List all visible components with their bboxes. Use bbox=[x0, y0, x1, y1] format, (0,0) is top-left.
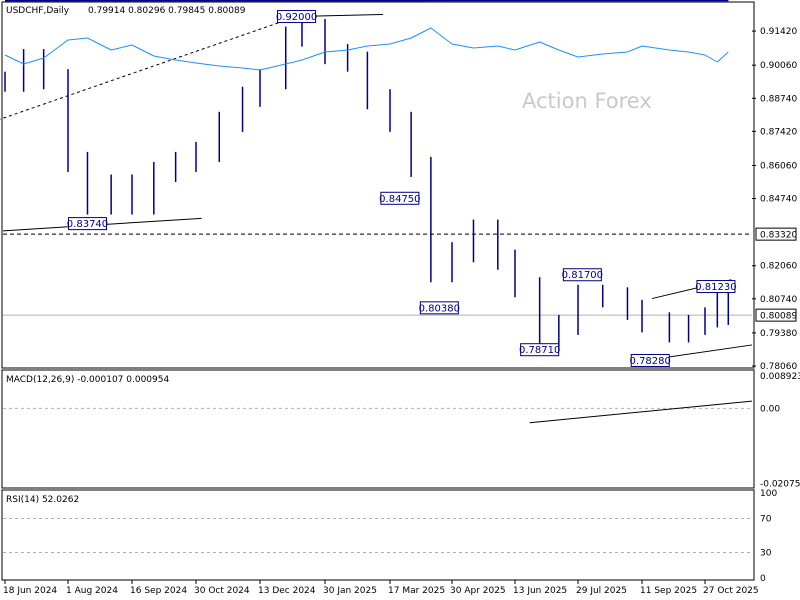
dotted-trendline bbox=[0, 16, 297, 120]
x-axis-label: 30 Jan 2025 bbox=[323, 586, 377, 596]
annotation-label: 0.78280 bbox=[630, 356, 671, 367]
price-axis-label: 0.86060 bbox=[760, 161, 797, 171]
annotation-box bbox=[419, 301, 459, 315]
x-axis-label: 11 Sep 2025 bbox=[640, 586, 697, 596]
annotation-box bbox=[696, 280, 736, 294]
annotation-label: 0.81700 bbox=[562, 270, 603, 281]
annotation-box bbox=[67, 217, 107, 231]
rsi-line bbox=[4, 27, 729, 71]
rsi-panel-title: RSI(14) 52.0262 bbox=[6, 495, 79, 505]
annotation-label: 0.81230 bbox=[695, 282, 736, 293]
rsi-axis-label: 0 bbox=[760, 574, 766, 584]
x-axis-label: 13 Dec 2024 bbox=[258, 586, 316, 596]
price-axis-label: 0.78060 bbox=[760, 362, 797, 372]
reference-level-tag: 0.83320 bbox=[760, 231, 797, 241]
annotation-box bbox=[277, 10, 317, 24]
price-ohlc-readout: 0.79914 0.80296 0.79845 0.80089 bbox=[88, 6, 246, 16]
x-axis-label: 27 Oct 2025 bbox=[703, 586, 759, 596]
price-axis-label: 0.91420 bbox=[760, 27, 797, 37]
price-axis-label: 0.84740 bbox=[760, 195, 797, 205]
x-axis-label: 1 Aug 2024 bbox=[66, 586, 118, 596]
macd-trendline bbox=[529, 400, 753, 424]
price-axis-label: 0.90060 bbox=[760, 61, 797, 71]
rsi-axis-label: 100 bbox=[760, 489, 777, 499]
annotation-label: 0.92000 bbox=[276, 12, 317, 23]
macd-axis-label: -0.020759 bbox=[760, 479, 800, 489]
rsi-axis-label: 70 bbox=[760, 515, 772, 525]
price-annotation: 0.78280 bbox=[630, 353, 671, 367]
price-axis-label: 0.79380 bbox=[760, 329, 797, 339]
rsi-panel-frame bbox=[1, 489, 755, 581]
rsi-axis-label: 30 bbox=[760, 549, 772, 559]
x-axis-label: 17 Mar 2025 bbox=[388, 586, 445, 596]
reference-level-tag-box bbox=[755, 227, 797, 241]
annotation-box bbox=[630, 353, 670, 367]
price-panel-frame bbox=[1, 1, 755, 369]
x-axis-label: 13 Jun 2025 bbox=[513, 586, 567, 596]
x-axis-label: 16 Sep 2024 bbox=[130, 586, 187, 596]
price-annotation: 0.81700 bbox=[562, 268, 603, 282]
annotation-label: 0.80380 bbox=[419, 303, 460, 314]
macd-panel-title: MACD(12,26,9) -0.000107 0.000954 bbox=[6, 375, 169, 385]
rsi-panel bbox=[1, 489, 755, 581]
price-axis-label: 0.80740 bbox=[760, 295, 797, 305]
macd-axis-label: 0.008923 bbox=[760, 372, 800, 382]
price-annotation: 0.80380 bbox=[419, 301, 460, 315]
price-axis-label: 0.88740 bbox=[760, 94, 797, 104]
annotation-label: 0.84750 bbox=[379, 194, 420, 205]
annotation-box bbox=[520, 343, 560, 357]
price-annotation: 0.83740 bbox=[67, 217, 108, 231]
price-axis-label: 0.82060 bbox=[760, 262, 797, 272]
annotation-label: 0.78710 bbox=[519, 345, 560, 356]
x-axis-label: 30 Oct 2024 bbox=[194, 586, 250, 596]
annotation-box bbox=[562, 268, 602, 282]
x-axis-label: 18 Jun 2024 bbox=[3, 586, 57, 596]
current-price-tag-box bbox=[755, 308, 797, 322]
price-annotation: 0.81230 bbox=[695, 280, 737, 294]
x-axis-label: 30 Apr 2025 bbox=[450, 586, 506, 596]
macd-panel-frame bbox=[1, 369, 755, 489]
price-axis-label: 0.87420 bbox=[760, 127, 797, 137]
watermark-text: Action Forex bbox=[522, 89, 652, 113]
x-axis-label: 29 Jul 2025 bbox=[576, 586, 627, 596]
price-panel bbox=[1, 1, 755, 369]
current-price-tag: 0.80089 bbox=[760, 312, 797, 322]
macd-panel bbox=[1, 369, 755, 489]
price-annotation: 0.84750 bbox=[379, 191, 421, 205]
price-panel-title: USDCHF,Daily bbox=[6, 6, 70, 16]
price-annotation: 0.78710 bbox=[519, 343, 560, 357]
annotation-label: 0.83740 bbox=[67, 219, 108, 230]
macd-axis-label: 0.00 bbox=[760, 404, 780, 414]
price-annotation: 0.92000 bbox=[276, 10, 317, 24]
annotation-box bbox=[380, 191, 420, 205]
